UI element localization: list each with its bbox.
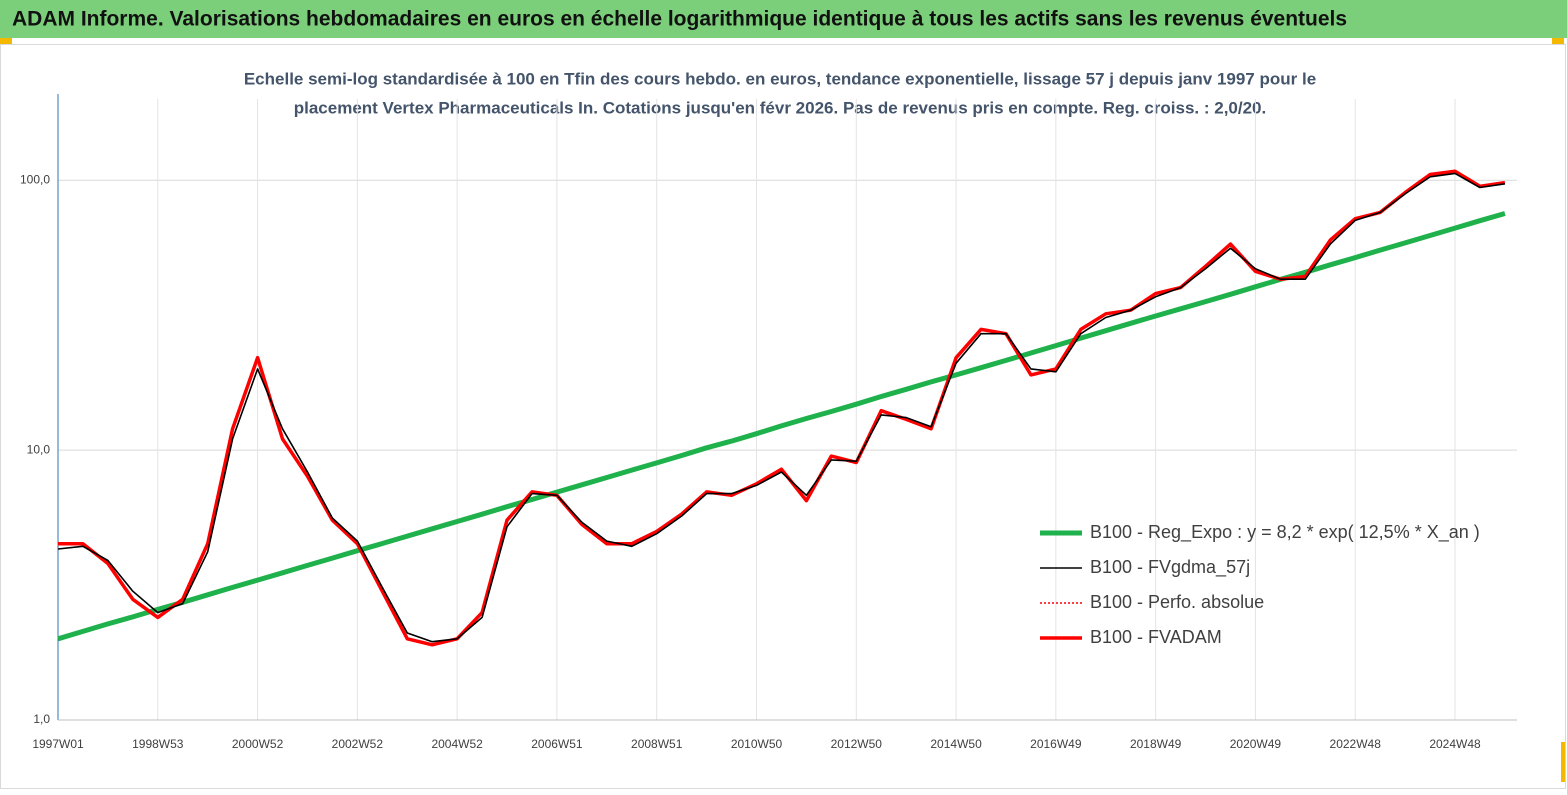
x-tick-label: 2004W52 [431,737,483,751]
x-tick-label: 2018W49 [1130,737,1182,751]
x-tick-label: 2022W48 [1330,737,1382,751]
legend-label: B100 - FVADAM [1090,627,1222,647]
x-tick-label: 2012W50 [831,737,883,751]
x-tick-label: 2024W48 [1429,737,1481,751]
x-tick-label: 2010W50 [731,737,783,751]
x-tick-label: 1997W01 [32,737,84,751]
chart-subtitle: Echelle semi-log standardisée à 100 en T… [244,69,1316,88]
y-tick-label: 100,0 [20,172,50,186]
corner-marker [1561,742,1566,782]
x-tick-label: 2016W49 [1030,737,1082,751]
corner-marker [0,38,12,44]
series-line [57,211,1506,642]
legend-label: B100 - Reg_Expo : y = 8,2 * exp( 12,5% *… [1090,522,1480,543]
series-line [58,170,1506,646]
x-tick-label: 2008W51 [631,737,683,751]
y-tick-label: 1,0 [33,712,50,726]
x-tick-label: 2000W52 [232,737,284,751]
x-tick-label: 2014W50 [930,737,982,751]
corner-marker [1552,38,1564,44]
x-tick-label: 1998W53 [132,737,184,751]
series-line [57,172,1506,643]
y-tick-label: 10,0 [27,442,51,456]
chart-title: ADAM Informe. Valorisations hebdomadaire… [12,8,1347,31]
chart-border [0,44,1566,789]
x-tick-label: 2020W49 [1230,737,1282,751]
title-gap [0,38,1567,46]
title-bar [0,0,1567,38]
x-tick-label: 2002W52 [332,737,384,751]
x-tick-label: 2006W51 [531,737,583,751]
chart-subtitle: placement Vertex Pharmaceuticals In. Cot… [294,98,1267,117]
legend-label: B100 - FVgdma_57j [1090,557,1250,578]
legend-label: B100 - Perfo. absolue [1090,592,1264,612]
